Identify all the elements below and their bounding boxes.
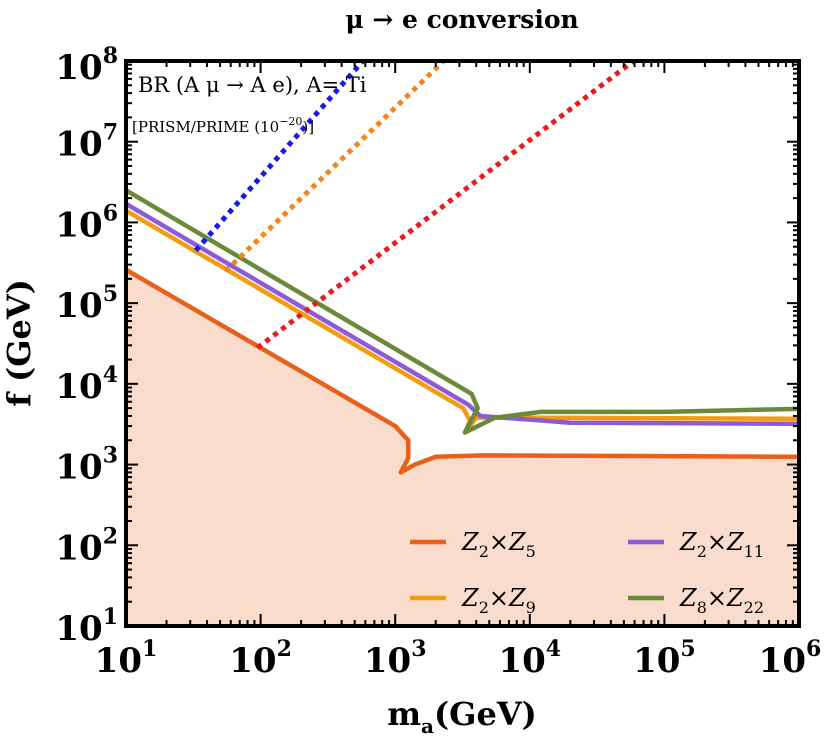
y-axis-label: f (GeV)	[0, 279, 38, 407]
legend-part-main2: Z	[508, 528, 527, 556]
y-tick-label-exp: 1	[103, 604, 118, 630]
y-tick-label-exp: 5	[103, 281, 118, 307]
x-tick-labels: 101 102 103 104 105 106	[95, 636, 822, 681]
x-tick-label: 103	[364, 636, 427, 681]
x-tick-label-base: 10	[364, 641, 411, 681]
x-tick-label-base: 10	[229, 641, 276, 681]
y-tick-label-base: 10	[55, 48, 102, 88]
series-line-z2xz5	[123, 267, 802, 475]
series-line-z2xz5-dotted	[256, 59, 635, 350]
legend-label-z8xz22: Z8×Z22	[679, 584, 764, 617]
y-tick-label: 108	[55, 43, 118, 88]
legend-part-main2: Z	[726, 528, 745, 556]
y-tick-label-base: 10	[55, 448, 102, 488]
legend-part-sub2: 5	[526, 542, 536, 561]
x-tick-label-exp: 6	[806, 636, 821, 662]
chart-title: μ → e conversion	[345, 5, 578, 34]
x-tick-label-exp: 2	[277, 636, 292, 662]
y-tick-label-base: 10	[55, 205, 102, 245]
y-tick-label: 101	[55, 604, 118, 649]
series-line-z2xz11-dotted	[193, 59, 365, 253]
x-tick-label: 101	[95, 636, 158, 681]
x-axis-label: ma(GeV)	[387, 695, 537, 736]
x-tick-label-exp: 5	[680, 636, 695, 662]
series-layer	[123, 59, 802, 475]
y-tick-label-exp: 8	[103, 43, 118, 69]
excluded-region-layer	[126, 269, 799, 626]
y-tick-label-exp: 4	[103, 362, 118, 388]
x-tick-label-exp: 3	[411, 636, 426, 662]
x-tick-label-exp: 4	[546, 636, 561, 662]
x-tick-label-base: 10	[95, 641, 142, 681]
y-tick-label: 104	[55, 362, 118, 407]
legend-part-sub1: 2	[479, 598, 489, 617]
y-tick-label-exp: 6	[103, 200, 118, 226]
experiment-annotation-exp: −20	[279, 115, 302, 128]
x-axis-label-sub: a	[421, 714, 434, 736]
legend-part-main: Z	[679, 528, 698, 556]
legend-part-main2: Z	[726, 584, 745, 612]
legend-part-sub1: 8	[697, 598, 707, 617]
x-tick-label-base: 10	[633, 641, 680, 681]
excluded-region	[126, 269, 799, 626]
x-tick-label-base: 10	[498, 641, 545, 681]
legend-part-times: ×	[707, 584, 727, 612]
legend-label-z2xz11: Z2×Z11	[679, 528, 764, 561]
y-tick-label-base: 10	[55, 286, 102, 326]
y-tick-label-base: 10	[55, 528, 102, 568]
legend-part-main2: Z	[508, 584, 527, 612]
experiment-annotation: [PRISM/PRIME (10−20)]	[132, 115, 314, 136]
legend-part-main: Z	[461, 528, 480, 556]
legend-part-sub2: 22	[744, 598, 764, 617]
tick-layer	[125, 61, 799, 627]
legend-part-times: ×	[707, 528, 727, 556]
legend-label-z2xz9: Z2×Z9	[461, 584, 536, 617]
legend-part-sub1: 2	[479, 542, 489, 561]
legend-part-sub1: 2	[697, 542, 707, 561]
plot-frame	[124, 59, 801, 628]
y-tick-label: 103	[55, 443, 118, 488]
y-tick-label-exp: 2	[103, 523, 118, 549]
x-tick-label: 104	[498, 636, 561, 681]
y-tick-label-base: 10	[55, 125, 102, 165]
y-tick-label: 105	[55, 281, 118, 326]
y-tick-label-base: 10	[55, 609, 102, 649]
y-tick-label-exp: 7	[103, 120, 118, 146]
legend-part-times: ×	[489, 528, 509, 556]
x-tick-label-exp: 1	[142, 636, 157, 662]
legend-part-main: Z	[679, 584, 698, 612]
y-tick-label: 107	[55, 120, 118, 165]
experiment-annotation-end: )]	[302, 118, 314, 136]
y-tick-label: 102	[55, 523, 118, 568]
x-tick-label: 102	[229, 636, 292, 681]
legend-part-sub2: 11	[744, 542, 764, 561]
legend-part-main: Z	[461, 584, 480, 612]
y-tick-label: 106	[55, 200, 118, 245]
x-tick-label: 106	[759, 636, 822, 681]
process-annotation: BR (A μ → A e), A= Ti	[138, 73, 367, 97]
x-tick-label: 105	[633, 636, 696, 681]
x-tick-label-base: 10	[759, 641, 806, 681]
series-line-z8xz22	[123, 188, 802, 435]
legend-part-sub2: 9	[526, 598, 536, 617]
series-line-z2xz9-dotted	[223, 59, 446, 273]
x-axis-label-unit: (GeV)	[434, 695, 537, 733]
legend-label-z2xz5: Z2×Z5	[461, 528, 536, 561]
y-tick-label-base: 10	[55, 367, 102, 407]
x-axis-label-main: m	[387, 695, 421, 733]
y-tick-label-exp: 3	[103, 443, 118, 469]
experiment-annotation-main: [PRISM/PRIME (10	[132, 118, 279, 136]
legend-part-times: ×	[489, 584, 509, 612]
